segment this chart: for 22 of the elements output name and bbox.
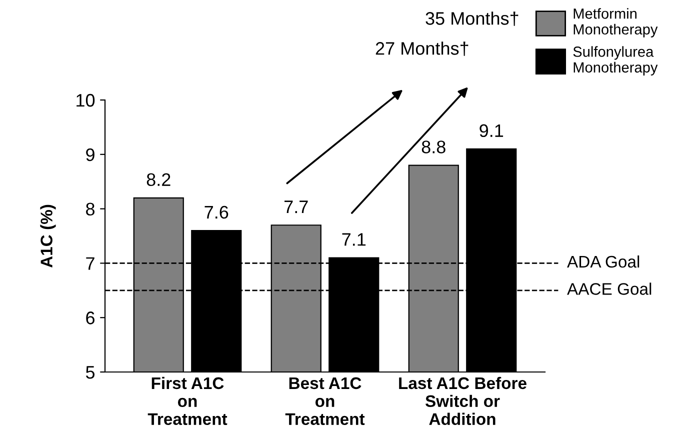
- x-tick-label: Best A1C on Treatment: [285, 377, 365, 426]
- data-label: 7.7: [284, 200, 308, 214]
- legend-label: Sulfonylurea Monotherapy: [573, 46, 658, 76]
- y-tick-label: 8: [86, 202, 94, 216]
- y-tick-label: 5: [86, 366, 95, 379]
- x-tick-label: First A1C on Treatment: [148, 376, 228, 426]
- y-tick-label: 9: [86, 148, 94, 162]
- data-label: 7.1: [342, 233, 366, 246]
- ref-line-label: ADA Goal: [567, 255, 640, 268]
- y-axis-title: A1C (%): [40, 204, 56, 268]
- data-label: 8.2: [146, 173, 170, 186]
- data-label: 7.6: [204, 206, 228, 219]
- y-tick-label: 10: [76, 94, 95, 107]
- y-tick-label: 6: [86, 312, 94, 324]
- text: 35 Months†: [426, 12, 518, 26]
- data-label: 9.1: [480, 124, 504, 138]
- data-label: 8.8: [422, 140, 446, 154]
- text: 27 Months†: [376, 42, 468, 56]
- legend-label: Metformin Monotherapy: [574, 8, 658, 38]
- x-tick-label: Last A1C Before Switch or Addition: [399, 376, 526, 426]
- ref-line-label: AACE Goal: [567, 282, 652, 295]
- y-tick-label: 7: [86, 257, 94, 270]
